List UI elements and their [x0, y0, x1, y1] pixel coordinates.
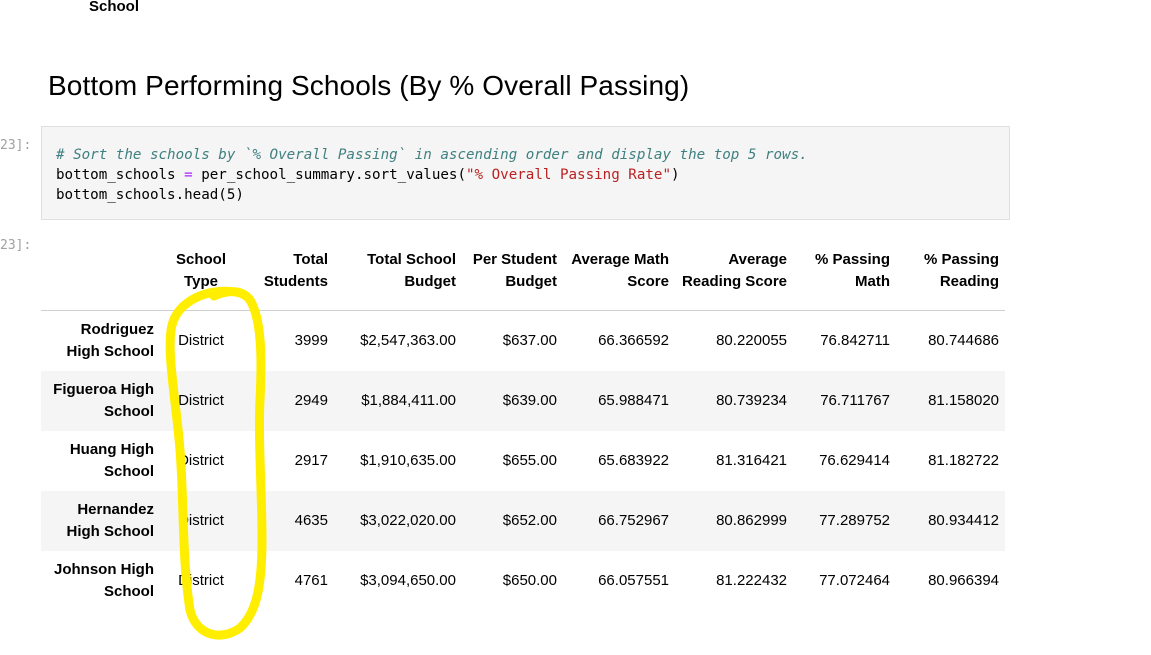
input-prompt: 23]:	[0, 138, 32, 153]
row-index-school: Rodriguez High School	[66, 320, 155, 360]
cell-total-students: 4761	[294, 572, 328, 589]
cell-pass-reading: 81.158020	[928, 392, 999, 409]
cell-pass-math: 76.711767	[820, 392, 890, 409]
output-prompt: 23]:	[0, 238, 32, 253]
code-assign-var: bottom_schools	[56, 167, 185, 183]
cell-total-students: 2917	[294, 452, 328, 469]
code-call: per_school_summary.sort_values(	[192, 167, 467, 183]
column-header: % Passing Reading	[896, 232, 1005, 311]
cell-avg-reading: 80.739234	[716, 392, 787, 409]
table-row: Figueroa High School District 2949 $1,88…	[41, 370, 1005, 431]
cell-avg-reading: 80.220055	[716, 332, 787, 350]
cell-total-students: 3999	[294, 332, 328, 350]
column-header: Average Reading Score	[675, 232, 793, 311]
cell-total-budget: $3,022,020.00	[360, 512, 456, 529]
cell-pass-math: 77.289752	[819, 512, 890, 529]
table-row: Hernandez High School District 4635 $3,0…	[41, 490, 1005, 551]
row-index-school: Huang High School	[69, 440, 154, 480]
cell-per-student-budget: $637.00	[502, 332, 557, 350]
code-string: "% Overall Passing Rate"	[466, 167, 672, 183]
table-row: Johnson High School District 4761 $3,094…	[41, 550, 1005, 611]
row-index-school: Figueroa High School	[53, 380, 154, 420]
code-close-paren: )	[671, 167, 680, 183]
column-header: Per Student Budget	[462, 232, 563, 311]
cell-avg-math: 66.057551	[598, 572, 669, 589]
cell-total-budget: $1,884,411.00	[361, 392, 456, 409]
cell-avg-reading: 80.862999	[716, 512, 787, 529]
cell-total-students: 2949	[294, 392, 328, 409]
column-header: Total Students	[242, 232, 334, 311]
cell-avg-math: 66.752967	[598, 512, 669, 529]
cell-pass-reading: 81.182722	[928, 452, 999, 469]
cell-school-type: District	[178, 332, 224, 350]
cell-pass-math: 76.629414	[819, 452, 890, 469]
cell-total-budget: $3,094,650.00	[360, 572, 456, 589]
cell-per-student-budget: $655.00	[502, 452, 557, 469]
cell-avg-math: 65.988471	[598, 392, 669, 409]
cell-school-type: District	[178, 572, 224, 589]
cell-avg-math: 65.683922	[598, 452, 669, 469]
cell-total-budget: $1,910,635.00	[360, 452, 456, 469]
row-index-school: Johnson High School	[54, 560, 154, 600]
code-cell[interactable]: # Sort the schools by `% Overall Passing…	[41, 126, 1010, 220]
code-comment: # Sort the schools by `% Overall Passing…	[56, 147, 808, 163]
cell-avg-reading: 81.222432	[716, 572, 787, 589]
section-heading: Bottom Performing Schools (By % Overall …	[48, 70, 690, 101]
cell-school-type: District	[178, 392, 224, 409]
index-header	[41, 232, 160, 311]
cell-total-students: 4635	[294, 512, 328, 529]
cell-avg-reading: 81.316421	[716, 452, 787, 469]
column-header: School Type	[160, 232, 242, 311]
code-operator: =	[184, 167, 193, 183]
table-row: Rodriguez High School District 3999 $2,5…	[41, 310, 1005, 371]
column-header: Total School Budget	[334, 232, 462, 311]
previous-table-index-label: School	[89, 0, 140, 15]
cell-per-student-budget: $652.00	[502, 512, 557, 529]
row-index-school: Hernandez High School	[66, 500, 155, 540]
cell-pass-reading: 80.966394	[928, 572, 999, 589]
cell-per-student-budget: $650.00	[502, 572, 557, 589]
column-header: Average Math Score	[563, 232, 675, 311]
cell-pass-math: 76.842711	[820, 332, 890, 350]
cell-total-budget: $2,547,363.00	[360, 332, 456, 350]
cell-pass-reading: 80.744686	[928, 332, 999, 350]
code-head-call: bottom_schools.head(5)	[56, 187, 244, 203]
table-header-row: School Type Total Students Total School …	[41, 232, 1005, 311]
cell-pass-math: 77.072464	[819, 572, 890, 589]
cell-pass-reading: 80.934412	[928, 512, 999, 529]
table-row: Huang High School District 2917 $1,910,6…	[41, 430, 1005, 491]
cell-avg-math: 66.366592	[598, 332, 669, 350]
column-header: % Passing Math	[793, 232, 896, 311]
cell-per-student-budget: $639.00	[502, 392, 557, 409]
cell-school-type: District	[178, 452, 224, 469]
cell-school-type: District	[178, 512, 224, 529]
dataframe-table: School Type Total Students Total School …	[41, 232, 1005, 611]
